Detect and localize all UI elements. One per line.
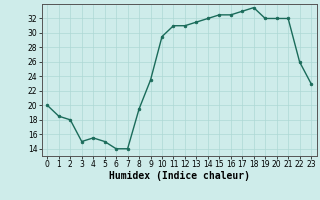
X-axis label: Humidex (Indice chaleur): Humidex (Indice chaleur) xyxy=(109,171,250,181)
